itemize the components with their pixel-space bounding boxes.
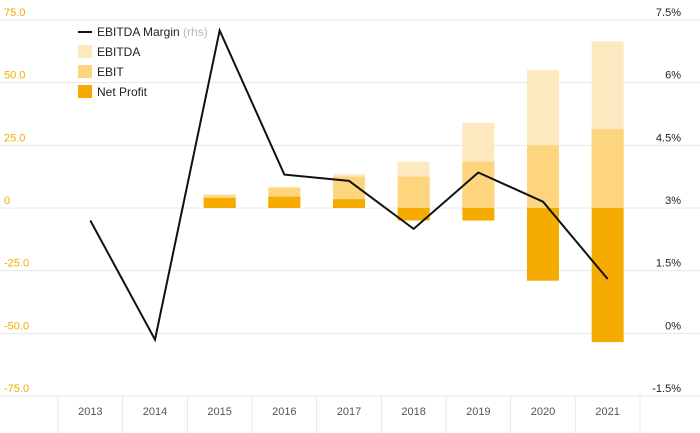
- x-tick-label: 2013: [78, 406, 102, 418]
- legend-label-suffix: (rhs): [180, 25, 208, 39]
- x-tick-label: 2017: [337, 406, 361, 418]
- y-left-tick-label: 75.0: [4, 7, 25, 19]
- y-right-tick-label: 6%: [665, 70, 681, 82]
- bar-net-profit: [462, 208, 495, 221]
- bar-net-profit: [527, 208, 559, 281]
- legend-label: EBITDA: [97, 45, 140, 59]
- bar-net-profit: [333, 199, 365, 208]
- y-left-tick-label: -50.0: [4, 320, 29, 332]
- y-right-tick-label: 3%: [665, 195, 681, 207]
- y-left-tick-label: -25.0: [4, 258, 29, 270]
- legend-label: EBITDA Margin (rhs): [97, 25, 208, 39]
- y-left-tick-label: 0: [4, 195, 10, 207]
- bar-ebit: [462, 161, 495, 208]
- y-left-tick-label: 50.0: [4, 70, 25, 82]
- bar-net-profit: [268, 196, 301, 208]
- y-right-tick-label: -1.5%: [652, 383, 681, 395]
- y-right-tick-label: 1.5%: [656, 258, 681, 270]
- x-tick-label: 2016: [272, 406, 296, 418]
- y-right-tick-label: 7.5%: [656, 7, 681, 19]
- y-right-tick-label: 4.5%: [656, 132, 681, 144]
- bar-net-profit: [397, 208, 430, 221]
- legend-label: EBIT: [97, 65, 124, 79]
- x-tick-label: 2014: [143, 406, 167, 418]
- margin-line: [89, 27, 609, 343]
- x-tick-label: 2021: [595, 406, 619, 418]
- bar-net-profit: [203, 197, 236, 208]
- line-ebitda-margin: [89, 27, 609, 343]
- x-axis: 2013 2014 2015 2016 2017 2018 2019 2020 2021: [0, 395, 700, 433]
- x-tick-label: 2019: [466, 406, 490, 418]
- y-left-tick-label: -75.0: [4, 383, 29, 395]
- legend: EBITDA Margin (rhs) EBITDA EBIT Net Profit: [78, 25, 208, 99]
- x-tick-label: 2015: [207, 406, 231, 418]
- right-axis: 7.5% 6% 4.5% 3% 1.5% 0% -1.5%: [652, 7, 681, 395]
- x-tick-label: 2018: [401, 406, 425, 418]
- left-axis: 75.0 50.0 25.0 0 -25.0 -50.0 -75.0: [4, 7, 29, 395]
- bar-ebit: [527, 145, 559, 208]
- legend-swatch-ebitda: [78, 45, 92, 58]
- bar-net-profit: [591, 208, 624, 343]
- bar-ebit: [397, 176, 430, 208]
- legend-swatch-ebit: [78, 65, 92, 78]
- y-right-tick-label: 0%: [665, 320, 681, 332]
- y-left-tick-label: 25.0: [4, 132, 25, 144]
- legend-label: Net Profit: [97, 85, 148, 99]
- x-tick-label: 2020: [531, 406, 555, 418]
- bars: [203, 41, 624, 343]
- bar-ebit: [591, 129, 624, 208]
- legend-swatch-net-profit: [78, 85, 92, 98]
